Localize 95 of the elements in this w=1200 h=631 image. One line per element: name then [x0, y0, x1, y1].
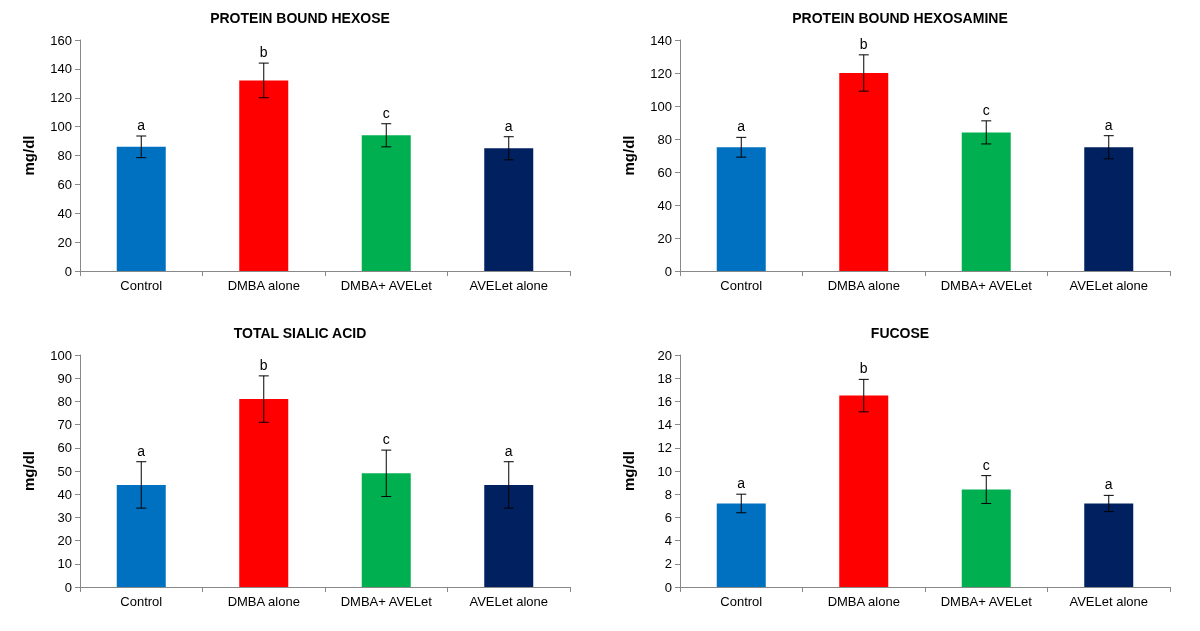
- annotation: c: [982, 101, 990, 118]
- y-tick-label: 100: [50, 119, 72, 135]
- x-tick-label: Control: [120, 278, 163, 293]
- chart-title: PROTEIN BOUND HEXOSE: [210, 10, 390, 26]
- y-tick-label: 40: [657, 197, 672, 213]
- y-tick-label: 20: [657, 347, 672, 363]
- annotation: a: [137, 117, 146, 134]
- y-tick-label: 8: [664, 486, 672, 502]
- x-tick-label: DMBA alone: [827, 278, 900, 293]
- x-tick-label: AVELet alone: [469, 594, 549, 609]
- x-tick-label: DMBA alone: [827, 594, 900, 609]
- y-tick-label: 6: [664, 509, 672, 525]
- y-tick-label: 30: [57, 509, 72, 525]
- y-tick-label: 12: [657, 440, 672, 456]
- y-tick-label: 50: [57, 463, 72, 479]
- y-tick-label: 16: [657, 393, 672, 409]
- y-axis-title: mg/dl: [620, 451, 637, 491]
- annotation: b: [259, 44, 268, 61]
- x-tick-label: DMBA+ AVELet: [340, 594, 433, 609]
- annotation: c: [382, 431, 390, 448]
- bar: [484, 484, 534, 587]
- x-tick-label: AVELet alone: [1069, 278, 1149, 293]
- annotation: a: [504, 117, 513, 134]
- annotation: a: [1104, 116, 1113, 133]
- annotation: c: [982, 456, 990, 473]
- x-tick-label: AVELet alone: [469, 278, 549, 293]
- y-tick-label: 40: [57, 486, 72, 502]
- y-tick-label: 0: [64, 579, 72, 595]
- y-tick-label: 40: [57, 205, 72, 221]
- y-tick-label: 100: [650, 98, 672, 114]
- y-tick-label: 60: [57, 440, 72, 456]
- annotation: a: [737, 118, 746, 135]
- bar: [116, 146, 166, 271]
- y-tick-label: 14: [657, 417, 672, 433]
- y-tick-label: 80: [657, 131, 672, 147]
- y-tick-label: 120: [50, 90, 72, 106]
- x-tick-label: DMBA+ AVELet: [340, 278, 433, 293]
- annotation: a: [137, 442, 146, 459]
- bar: [961, 132, 1011, 271]
- annotation: c: [382, 104, 390, 121]
- bar: [1084, 147, 1134, 271]
- y-tick-label: 90: [57, 370, 72, 386]
- bar: [361, 135, 411, 271]
- bar: [839, 395, 889, 587]
- y-tick-label: 80: [57, 148, 72, 163]
- bar: [116, 484, 166, 587]
- annotation: b: [859, 360, 868, 377]
- y-tick-label: 10: [57, 556, 72, 572]
- x-tick-label: DMBA alone: [227, 594, 300, 609]
- x-tick-label: DMBA+ AVELet: [940, 594, 1033, 609]
- x-tick-label: Control: [120, 594, 163, 609]
- x-tick-label: DMBA alone: [227, 278, 300, 293]
- bar: [961, 489, 1011, 587]
- y-tick-label: 20: [657, 230, 672, 246]
- y-tick-label: 0: [664, 263, 672, 279]
- bar: [716, 503, 766, 587]
- y-tick-label: 10: [657, 463, 672, 479]
- x-tick-label: Control: [720, 594, 763, 609]
- bar: [839, 73, 889, 271]
- bar: [716, 147, 766, 271]
- bar: [484, 148, 534, 271]
- y-tick-label: 60: [57, 176, 72, 192]
- bar: [239, 399, 289, 587]
- y-tick-label: 4: [664, 533, 672, 549]
- y-axis-title: mg/dl: [20, 451, 37, 491]
- y-tick-label: 0: [64, 263, 72, 279]
- annotation: a: [737, 475, 746, 492]
- y-tick-label: 20: [57, 234, 72, 250]
- y-tick-label: 2: [664, 556, 672, 572]
- y-tick-label: 0: [664, 579, 672, 595]
- annotation: a: [1104, 476, 1113, 493]
- y-tick-label: 140: [50, 61, 72, 77]
- y-tick-label: 100: [50, 347, 72, 363]
- annotation: b: [859, 35, 868, 52]
- y-tick-label: 18: [657, 370, 672, 386]
- y-tick-label: 60: [657, 164, 672, 180]
- annotation: a: [504, 442, 513, 459]
- y-tick-label: 120: [650, 65, 672, 81]
- y-tick-label: 70: [57, 417, 72, 433]
- y-axis-title: mg/dl: [20, 135, 37, 176]
- x-tick-label: DMBA+ AVELet: [940, 278, 1033, 293]
- y-axis-title: mg/dl: [620, 135, 637, 176]
- x-tick-label: Control: [720, 278, 763, 293]
- chart-title: FUCOSE: [870, 325, 930, 341]
- chart-title: PROTEIN BOUND HEXOSAMINE: [792, 10, 1008, 26]
- bar: [1084, 503, 1134, 587]
- bar: [239, 80, 289, 271]
- y-tick-label: 20: [57, 533, 72, 549]
- y-tick-label: 80: [57, 393, 72, 409]
- bar: [361, 473, 411, 587]
- x-tick-label: AVELet alone: [1069, 594, 1149, 609]
- y-tick-label: 140: [650, 32, 672, 48]
- annotation: b: [259, 356, 268, 373]
- y-tick-label: 160: [50, 32, 72, 48]
- chart-title: TOTAL SIALIC ACID: [233, 325, 367, 341]
